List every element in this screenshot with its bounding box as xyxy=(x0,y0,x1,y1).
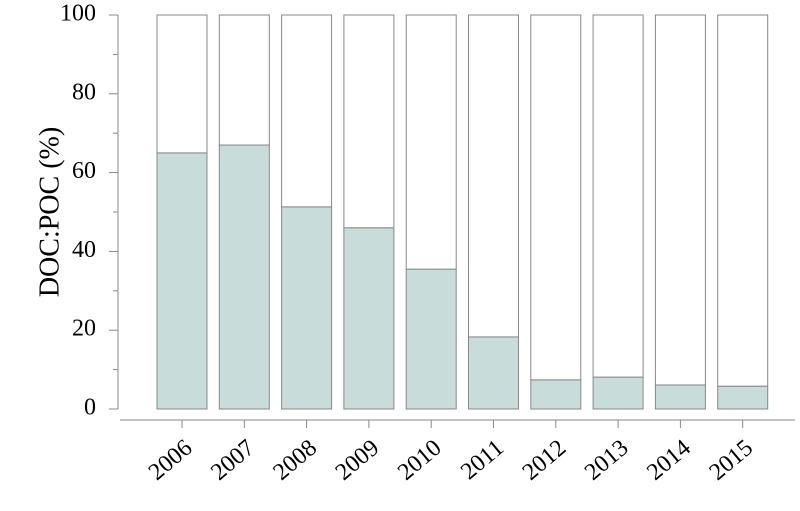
y-tick-label: 20 xyxy=(72,316,96,342)
bar-segment xyxy=(405,14,457,270)
y-tick-label: 60 xyxy=(72,158,96,184)
x-tick-label: 2012 xyxy=(518,435,571,486)
bar-segment xyxy=(717,14,769,387)
bar-segment xyxy=(343,14,395,229)
bar-segment xyxy=(530,379,582,410)
bar-segment xyxy=(281,14,333,208)
bar-segment xyxy=(717,385,769,410)
y-tick-label: 80 xyxy=(72,79,96,105)
bar-segment xyxy=(654,14,706,386)
bar-segment xyxy=(468,14,519,338)
bar-segment xyxy=(592,14,644,378)
x-tick-label: 2014 xyxy=(642,435,695,486)
bar-segment xyxy=(592,376,644,410)
y-tick-label: 0 xyxy=(84,395,96,421)
y-tick-label: 40 xyxy=(72,237,96,263)
x-tick-label: 2010 xyxy=(393,435,446,486)
bar-segment xyxy=(281,206,333,410)
x-tick-label: 2015 xyxy=(705,435,758,486)
y-tick-label: 100 xyxy=(60,1,96,27)
bar-segment xyxy=(405,268,457,410)
x-tick-label: 2007 xyxy=(206,435,259,486)
x-tick-label: 2009 xyxy=(331,435,384,486)
bar-segment xyxy=(218,144,270,410)
bar-segment xyxy=(218,14,270,146)
x-tick-label: 2013 xyxy=(580,435,633,486)
bar-segment xyxy=(156,14,208,154)
y-axis-label: DOC:POC (%) xyxy=(34,127,65,297)
bar-segment xyxy=(343,227,395,410)
bar-segment xyxy=(468,336,519,410)
bar-segment xyxy=(530,14,582,381)
x-tick-label: 2006 xyxy=(144,435,197,486)
x-tick-label: 2008 xyxy=(269,435,322,486)
x-tick-label: 2011 xyxy=(456,435,509,485)
bar-segment xyxy=(654,384,706,410)
bar-segment xyxy=(156,152,208,410)
